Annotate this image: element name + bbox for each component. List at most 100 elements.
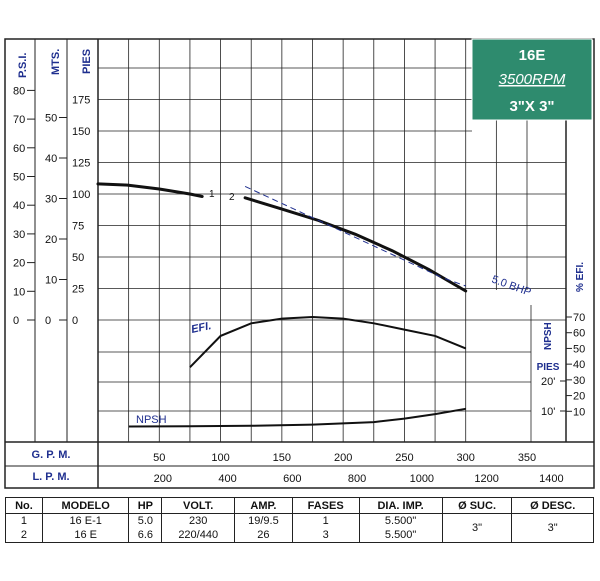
tick-label-efi: 40 bbox=[573, 359, 585, 371]
tick-label-psi: 60 bbox=[13, 143, 25, 155]
tick-label-efi: 30 bbox=[573, 375, 585, 387]
tick-label-pies: 125 bbox=[72, 158, 90, 170]
axis-title-gpm: G. P. M. bbox=[32, 449, 71, 461]
chart-border bbox=[4, 38, 595, 489]
tick-label-psi: 20 bbox=[13, 258, 25, 270]
cell-fases: 1 bbox=[291, 513, 360, 528]
tick-label-gpm: 300 bbox=[457, 452, 475, 464]
cell-suc: 3" bbox=[441, 513, 513, 543]
tick-label-pies: 0 bbox=[72, 315, 78, 327]
head-curve-1 bbox=[96, 182, 204, 198]
efficiency-curve bbox=[189, 315, 467, 368]
cell-volt: 220/440 bbox=[161, 528, 236, 543]
head-curve-2 bbox=[243, 196, 468, 293]
label-efi-curve: EFI. bbox=[190, 320, 212, 336]
tick-label-gpm: 100 bbox=[211, 452, 229, 464]
badge-rpm: 3500RPM bbox=[499, 71, 566, 88]
tick-label-pies: 175 bbox=[72, 95, 90, 107]
th-volt: VOLT. bbox=[161, 497, 236, 514]
badge-size: 3"X 3" bbox=[509, 98, 554, 115]
chart-frame bbox=[4, 38, 595, 489]
tick-label-efi: 50 bbox=[573, 343, 585, 355]
axis-title-npsh: NPSH bbox=[543, 322, 554, 350]
tick-label-lpm: 400 bbox=[218, 473, 236, 485]
tick-label-mts: 50 bbox=[45, 113, 57, 125]
axis-title-npsh-unit: PIES bbox=[537, 362, 560, 373]
chart-curves bbox=[96, 182, 468, 428]
cell-dia: 5.500" bbox=[358, 528, 443, 543]
cell-fases: 3 bbox=[291, 528, 360, 543]
cell-amp: 19/9.5 bbox=[234, 513, 293, 528]
cell-dia: 5.500" bbox=[358, 513, 443, 528]
tick-label-efi: 60 bbox=[573, 328, 585, 340]
th-modelo: MODELO bbox=[41, 497, 130, 514]
tick-label-psi: 40 bbox=[13, 200, 25, 212]
cell-hp: 5.0 bbox=[128, 513, 163, 528]
axis-title-psi: P.S.I. bbox=[17, 53, 29, 78]
tick-label-mts: 40 bbox=[45, 153, 57, 165]
spec-table: No. MODELO HP VOLT. AMP. FASES DIA. IMP.… bbox=[5, 497, 594, 543]
tick-label-psi: 70 bbox=[13, 114, 25, 126]
tick-label-npsh: 10' bbox=[541, 406, 555, 418]
label-curve-1: 1 bbox=[209, 189, 215, 200]
badge-model: 16E bbox=[519, 47, 546, 64]
tick-label-psi: 0 bbox=[13, 315, 19, 327]
cell-modelo: 16 E-1 bbox=[41, 513, 130, 528]
tick-label-pies: 50 bbox=[72, 252, 84, 264]
chart-grid bbox=[98, 39, 566, 442]
tick-label-gpm: 150 bbox=[273, 452, 291, 464]
tick-label-lpm: 800 bbox=[348, 473, 366, 485]
tick-label-gpm: 50 bbox=[153, 452, 165, 464]
th-amp: AMP. bbox=[234, 497, 293, 514]
tick-label-npsh: 20' bbox=[541, 376, 555, 388]
tick-label-psi: 80 bbox=[13, 85, 25, 97]
th-desc: Ø DESC. bbox=[511, 497, 594, 514]
tick-label-efi: 10 bbox=[573, 406, 585, 418]
axis-title-lpm: L. P. M. bbox=[32, 471, 69, 483]
th-dia-imp: DIA. IMP. bbox=[358, 497, 443, 514]
tick-label-pies: 100 bbox=[72, 189, 90, 201]
model-badge bbox=[471, 38, 593, 121]
tick-label-mts: 30 bbox=[45, 194, 57, 206]
tick-label-psi: 50 bbox=[13, 172, 25, 184]
table-row: 1 16 E-1 5.0 230 19/9.5 1 5.500" 3" 3" bbox=[5, 513, 594, 543]
label-bhp-line: 5.0 BHP bbox=[490, 274, 533, 299]
bhp-line bbox=[244, 185, 466, 287]
tick-label-lpm: 1000 bbox=[410, 473, 434, 485]
pump-curve-chart: 16E 3500RPM 3"X 3" P.S.I. MTS. PIES % EF… bbox=[4, 38, 595, 489]
th-no: No. bbox=[5, 497, 43, 514]
tick-label-pies: 75 bbox=[72, 221, 84, 233]
tick-labels: 8070605040302010050403020100175150125100… bbox=[13, 85, 585, 485]
axis-title-pies: PIES bbox=[81, 49, 93, 74]
table-row: 2 16 E 6.6 220/440 26 3 5.500" bbox=[5, 528, 594, 543]
th-suc: Ø SUC. bbox=[441, 497, 513, 514]
tick-label-pies: 150 bbox=[72, 126, 90, 138]
tick-label-psi: 10 bbox=[13, 286, 25, 298]
axis-title-efi: % EFI. bbox=[575, 262, 586, 292]
th-fases: FASES bbox=[291, 497, 360, 514]
tick-label-lpm: 1200 bbox=[474, 473, 498, 485]
tick-label-efi: 20 bbox=[573, 391, 585, 403]
cell-modelo: 16 E bbox=[41, 528, 130, 543]
tick-label-lpm: 1400 bbox=[539, 473, 563, 485]
tick-label-mts: 0 bbox=[45, 315, 51, 327]
npsh-curve bbox=[128, 407, 466, 428]
cell-hp: 6.6 bbox=[128, 528, 163, 543]
th-hp: HP bbox=[128, 497, 163, 514]
cell-desc: 3" bbox=[511, 513, 594, 543]
tick-label-lpm: 600 bbox=[283, 473, 301, 485]
cell-amp: 26 bbox=[234, 528, 293, 543]
tick-label-pies: 25 bbox=[72, 284, 84, 296]
tick-label-psi: 30 bbox=[13, 229, 25, 241]
cell-no: 1 bbox=[5, 513, 43, 528]
tick-label-mts: 10 bbox=[45, 275, 57, 287]
label-curve-2: 2 bbox=[229, 192, 235, 203]
tick-label-gpm: 200 bbox=[334, 452, 352, 464]
tick-label-efi: 70 bbox=[573, 312, 585, 324]
axis-title-mts: MTS. bbox=[50, 49, 62, 75]
cell-volt: 230 bbox=[161, 513, 236, 528]
label-npsh-curve: NPSH bbox=[136, 414, 167, 426]
tick-label-gpm: 250 bbox=[395, 452, 413, 464]
tick-label-gpm: 350 bbox=[518, 452, 536, 464]
cell-no: 2 bbox=[5, 528, 43, 543]
